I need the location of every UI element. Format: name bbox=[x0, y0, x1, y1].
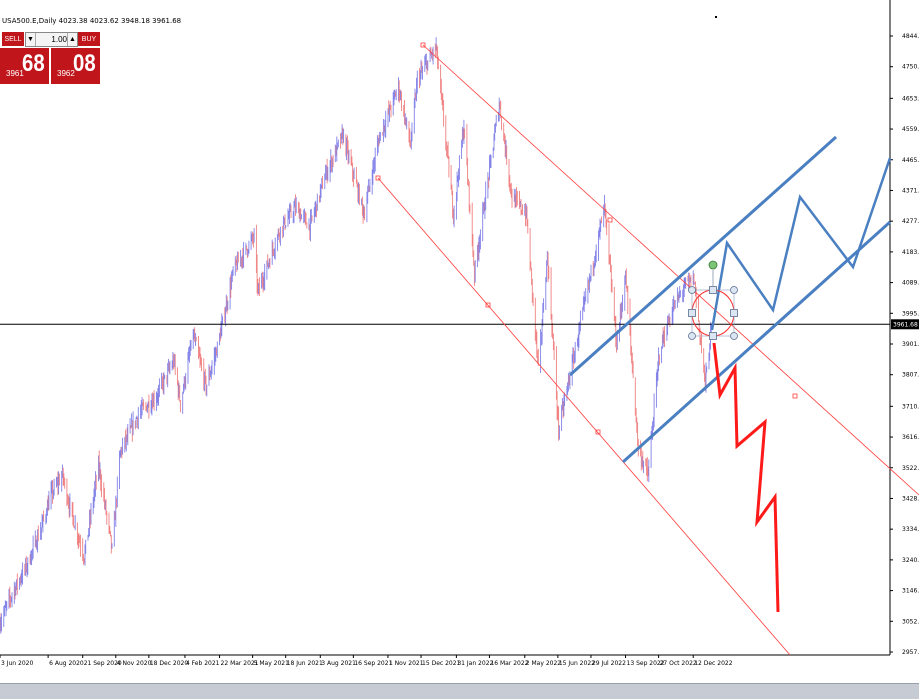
red-projection-path[interactable] bbox=[712, 342, 780, 613]
price-tick-label: 3616.30 bbox=[902, 434, 919, 441]
time-tick-label: 3 Jun 2020 bbox=[1, 660, 33, 667]
time-tick-label: 15 Jun 2022 bbox=[559, 660, 595, 667]
time-tick-label: 12 Dec 2022 bbox=[694, 660, 733, 667]
price-tick-label: 4371.55 bbox=[902, 187, 919, 194]
lot-size-stepper[interactable]: ▼ 1.00 ▲ bbox=[25, 32, 78, 47]
price-tick-label: 4653.70 bbox=[902, 95, 919, 102]
time-tick-label: 18 Jun 2021 bbox=[287, 660, 323, 667]
channel-anchor-point[interactable] bbox=[485, 302, 491, 308]
status-bar bbox=[0, 683, 919, 699]
buy-price-prefix: 3962 bbox=[57, 69, 75, 78]
blue-channel-upper[interactable] bbox=[568, 135, 838, 377]
current-price-badge bbox=[891, 319, 919, 330]
time-tick-label: 31 Jan 2022 bbox=[457, 660, 493, 667]
time-tick-label: 3 Aug 2021 bbox=[321, 660, 356, 667]
time-tick-label: 4 Nov 2020 bbox=[117, 660, 152, 667]
price-tick-label: 3807.25 bbox=[902, 372, 919, 379]
time-tick-label: 27 Oct 2022 bbox=[660, 660, 697, 667]
price-tick-label: 2957.95 bbox=[902, 649, 919, 656]
resize-handle[interactable] bbox=[730, 309, 738, 317]
price-tick-label: 3901.30 bbox=[902, 341, 919, 348]
buy-price-box[interactable]: 3962 08 bbox=[51, 48, 100, 84]
price-tick-label: 3522.25 bbox=[902, 465, 919, 472]
resize-handle[interactable] bbox=[688, 286, 696, 294]
price-tick-label: 3334.15 bbox=[902, 526, 919, 533]
price-tick-label: 3428.20 bbox=[902, 495, 919, 502]
price-tick-label: 3995.35 bbox=[902, 310, 919, 317]
time-tick-label: 13 Sep 2022 bbox=[627, 660, 665, 667]
buy-price-pips: 08 bbox=[73, 50, 96, 77]
channel-anchor-point[interactable] bbox=[375, 175, 381, 181]
sell-price-pips: 68 bbox=[22, 50, 45, 77]
lot-increase-icon[interactable]: ▲ bbox=[67, 33, 77, 46]
lot-size-input[interactable]: 1.00 bbox=[51, 35, 67, 44]
red-channel-lower[interactable] bbox=[377, 177, 791, 656]
current-price-label: 3961.68 bbox=[893, 321, 918, 328]
one-click-trading-panel: SELL ▼ 1.00 ▲ BUY 3961 68 3962 08 bbox=[0, 30, 102, 84]
resize-handle[interactable] bbox=[730, 286, 738, 294]
red-channel-upper[interactable] bbox=[422, 44, 919, 496]
price-tick-label: 3146.05 bbox=[902, 588, 919, 595]
lot-decrease-icon[interactable]: ▼ bbox=[26, 33, 36, 46]
buy-button[interactable]: BUY bbox=[78, 32, 100, 46]
time-tick-label: 5 May 2021 bbox=[254, 660, 289, 667]
price-tick-label: 4089.40 bbox=[902, 280, 919, 287]
channel-anchor-point[interactable] bbox=[420, 42, 426, 48]
time-tick-label: 2 May 2022 bbox=[526, 660, 561, 667]
price-tick-label: 4559.65 bbox=[902, 126, 919, 133]
time-tick-label: 18 Dec 2020 bbox=[150, 660, 189, 667]
price-tick-label: 4465.60 bbox=[902, 157, 919, 164]
sell-price-box[interactable]: 3961 68 bbox=[0, 48, 49, 84]
price-tick-label: 4750.60 bbox=[902, 64, 919, 71]
price-tick-label: 4183.45 bbox=[902, 249, 919, 256]
price-tick-label: 3240.10 bbox=[902, 557, 919, 564]
time-tick-label: 29 Jul 2022 bbox=[592, 660, 626, 667]
time-tick-label: 16 Sep 2021 bbox=[354, 660, 392, 667]
resize-handle[interactable] bbox=[730, 332, 738, 340]
price-tick-label: 3052.00 bbox=[902, 618, 919, 625]
blue-projection-path[interactable] bbox=[710, 157, 892, 331]
resize-handle[interactable] bbox=[688, 332, 696, 340]
channel-anchor-point[interactable] bbox=[607, 217, 613, 223]
time-tick-label: 6 Aug 2020 bbox=[49, 660, 84, 667]
time-tick-label: 4 Feb 2021 bbox=[186, 660, 220, 667]
sell-price-prefix: 3961 bbox=[6, 69, 24, 78]
time-tick-label: 21 Sep 2020 bbox=[84, 660, 122, 667]
resize-handle[interactable] bbox=[709, 332, 717, 340]
channel-anchor-point[interactable] bbox=[595, 429, 601, 435]
cursor-mark bbox=[715, 16, 717, 18]
time-tick-label: 15 Dec 2021 bbox=[422, 660, 461, 667]
price-tick-label: 3710.35 bbox=[902, 403, 919, 410]
blue-channel-lower[interactable] bbox=[621, 220, 892, 464]
price-tick-label: 4844.65 bbox=[902, 33, 919, 40]
rotate-handle[interactable] bbox=[708, 260, 718, 270]
price-tick-label: 4277.50 bbox=[902, 218, 919, 225]
chart-title: USA500.E,Daily 4023.38 4023.62 3948.18 3… bbox=[2, 17, 182, 25]
channel-anchor-point[interactable] bbox=[792, 393, 798, 399]
resize-handle[interactable] bbox=[688, 309, 696, 317]
resize-handle[interactable] bbox=[709, 286, 717, 294]
time-tick-label: 1 Nov 2021 bbox=[389, 660, 424, 667]
time-tick-label: 16 Mar 2022 bbox=[490, 660, 528, 667]
sell-button[interactable]: SELL bbox=[2, 32, 24, 46]
time-tick-label: 22 Mar 2021 bbox=[221, 660, 259, 667]
